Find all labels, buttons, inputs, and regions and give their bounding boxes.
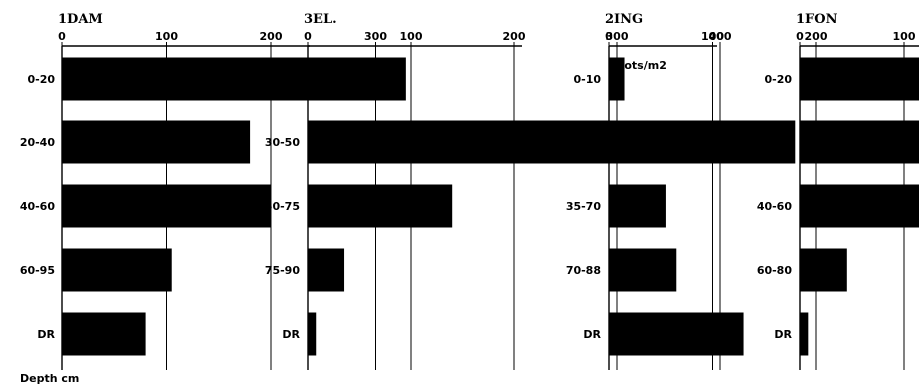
panel-3-bar-4 xyxy=(609,312,744,356)
panel-1-depth-label-2: 40-60 xyxy=(20,200,56,213)
panel-3-title: 2ING xyxy=(605,12,643,27)
panel-4-tick-label-0: 0 xyxy=(796,30,804,43)
panel-3-tick-label-1: 100 xyxy=(701,30,724,43)
panel-4-depth-label-3: 60-80 xyxy=(757,264,793,277)
panel-2-bar-4 xyxy=(308,312,317,356)
panel-1-depth-label-3: 60-95 xyxy=(20,264,55,277)
panel-3-bar-1 xyxy=(609,120,796,164)
panel-2-title: 3EL. xyxy=(304,12,337,27)
panel-2-depth-label-4: DR xyxy=(282,328,300,341)
panel-2-tick-label-2: 200 xyxy=(503,30,526,43)
panel-4-bar-4 xyxy=(800,312,809,356)
panel-1-title: 1DAM xyxy=(58,12,103,27)
panel-1-bar-1 xyxy=(62,120,251,164)
panel-3-depth-label-3: 70-88 xyxy=(566,264,601,277)
panel-1-bar-0 xyxy=(62,57,350,101)
panel-2-tick-label-3: 300 xyxy=(606,30,629,43)
panel-4-bar-0 xyxy=(800,57,919,101)
panel-2-tick-label-0: 0 xyxy=(304,30,312,43)
panel-2-bar-0 xyxy=(308,57,406,101)
panel-1-bar-2 xyxy=(62,184,271,228)
panel-3-bar-3 xyxy=(609,248,677,292)
panel-3-depth-label-4: DR xyxy=(583,328,601,341)
panel-1-depth-label-4: DR xyxy=(37,328,55,341)
panel-4-depth-label-1: 20-40 xyxy=(757,136,793,149)
panel-1-tick-label-2: 200 xyxy=(260,30,283,43)
panel-3-tick-label-0: 0 xyxy=(605,30,613,43)
panel-4-depth-label-4: DR xyxy=(774,328,792,341)
panel-3-bar-0 xyxy=(609,57,625,101)
panel-2-depth-label-3: 75-90 xyxy=(265,264,301,277)
panel-3-bar-2 xyxy=(609,184,666,228)
panel-3-depth-label-1: 10-35 xyxy=(566,136,601,149)
depth-axis-label: Depth cm xyxy=(20,372,79,385)
panel-1-bar-4 xyxy=(62,312,146,356)
panel-3-depth-label-2: 35-70 xyxy=(566,200,602,213)
panel-1-tick-label-3: 300 xyxy=(364,30,387,43)
panel-4-tick-label-1: 100 xyxy=(893,30,916,43)
panel-4-bar-3 xyxy=(800,248,847,292)
panel-2-depth-label-2: 50-75 xyxy=(265,200,300,213)
panel-2-bar-3 xyxy=(308,248,345,292)
panel-4-bar-2 xyxy=(800,184,919,228)
panel-1-tick-label-1: 100 xyxy=(155,30,178,43)
panel-2-depth-label-0: 0-30 xyxy=(272,73,300,86)
panel-2-depth-label-1: 30-50 xyxy=(265,136,301,149)
panel-2-tick-label-1: 100 xyxy=(400,30,423,43)
panel-2-bar-2 xyxy=(308,184,453,228)
panel-3-tick-label-2: 200 xyxy=(805,30,828,43)
panel-4-bar-1 xyxy=(800,120,919,164)
panel-1-depth-label-1: 20-40 xyxy=(20,136,56,149)
panel-1-tick-label-0: 0 xyxy=(58,30,66,43)
panel-1-depth-label-0: 0-20 xyxy=(27,73,55,86)
panel-2-tick-label-4: 400 xyxy=(709,30,732,43)
panel-4-title: 1FON xyxy=(796,12,838,27)
panel-1-bar-3 xyxy=(62,248,172,292)
panel-3-depth-label-0: 0-10 xyxy=(573,73,601,86)
panel-4-depth-label-2: 40-60 xyxy=(757,200,793,213)
panel-4-depth-label-0: 0-20 xyxy=(764,73,792,86)
